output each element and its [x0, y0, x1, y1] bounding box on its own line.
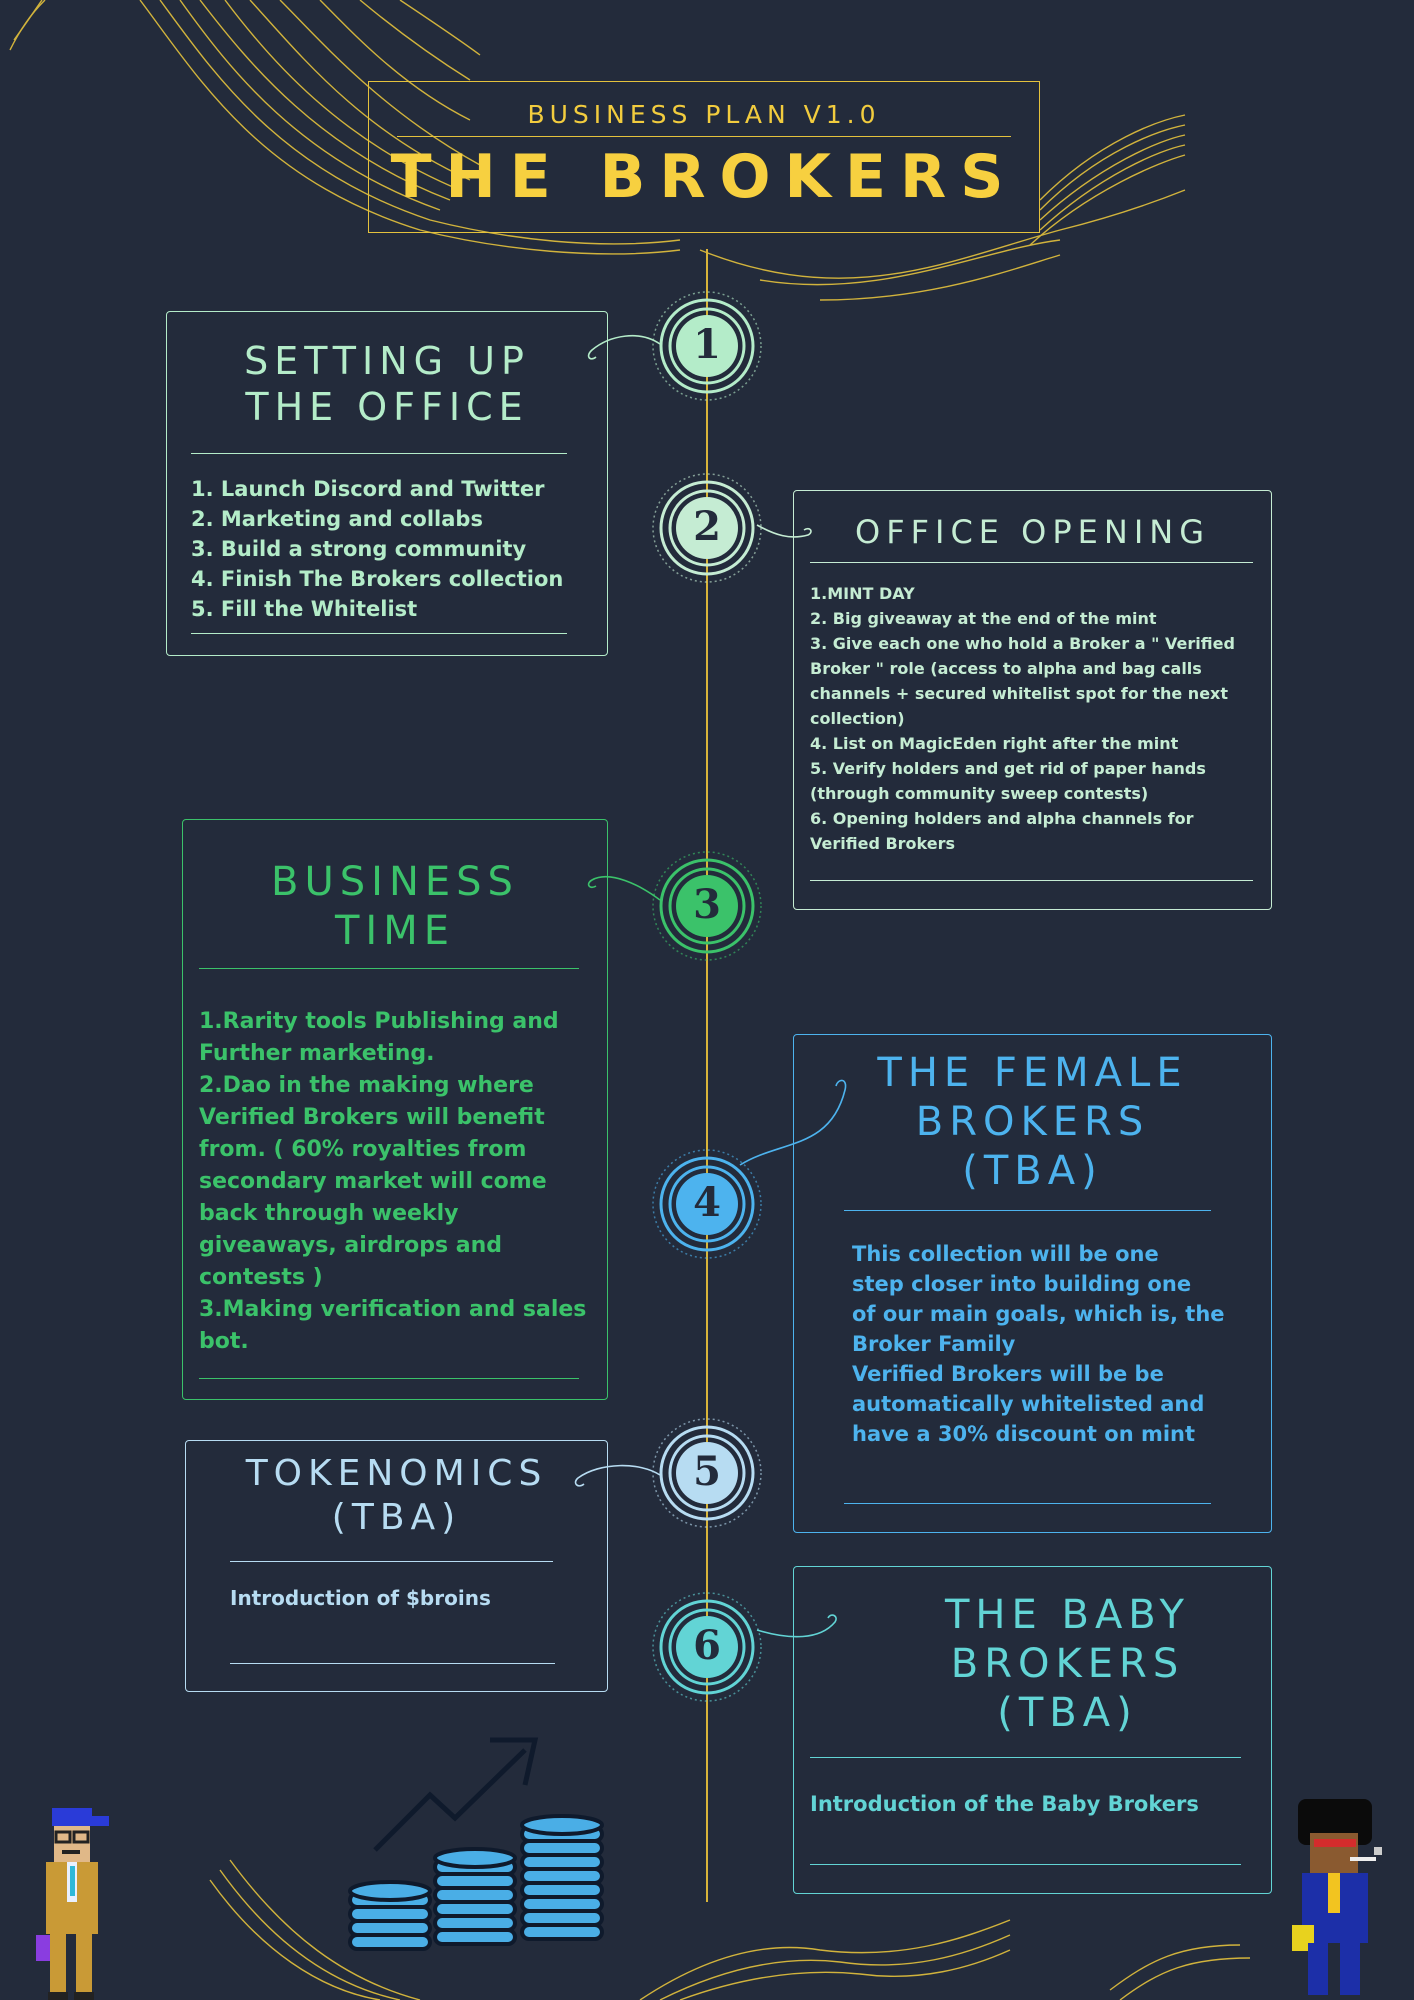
step-card-setting-up-office: SETTING UP THE OFFICE 1. Launch Discord …: [166, 311, 608, 656]
card-title: THE FEMALE BROKERS (TBA): [877, 1050, 1188, 1194]
list-item: 1.MINT DAY: [810, 584, 915, 603]
coin: [348, 1919, 432, 1937]
coin: [520, 1867, 604, 1885]
task-list: 1.Rarity tools Publishing and Further ma…: [199, 1006, 589, 1358]
list-item: 5. Verify holders and get rid of paper h…: [810, 759, 1206, 803]
step-card-baby-brokers: THE BABY BROKERS (TBA) Introduction of t…: [793, 1566, 1272, 1894]
coin: [520, 1923, 604, 1941]
card-divider: [230, 1561, 553, 1562]
step-number-6: 6: [693, 1622, 721, 1669]
step-number-2: 2: [693, 503, 721, 550]
badge-ring-icon: [652, 1149, 762, 1259]
coin: [433, 1900, 517, 1918]
pixel-broker-cap-character: [36, 1808, 109, 2000]
badge-ring-icon: [652, 1418, 762, 1528]
card-divider: [191, 453, 567, 454]
step-badge-2: 2: [652, 473, 762, 583]
card-divider: [199, 968, 579, 969]
coin-top: [348, 1880, 432, 1902]
card-divider: [199, 1378, 579, 1379]
card-divider: [810, 562, 1253, 563]
coin: [433, 1886, 517, 1904]
list-item: 1.Rarity tools Publishing and Further ma…: [199, 1009, 559, 1066]
list-item: 6. Opening holders and alpha channels fo…: [810, 809, 1194, 853]
list-item: 4. List on MagicEden right after the min…: [810, 734, 1179, 753]
list-item: 2.Dao in the making where Verified Broke…: [199, 1073, 547, 1290]
step-number-1: 1: [693, 321, 721, 368]
list-item: 3.Making verification and sales bot.: [199, 1297, 587, 1354]
step-badge-5: 5: [652, 1418, 762, 1528]
pixel-broker-afro-character: [1292, 1799, 1382, 1995]
coin: [520, 1881, 604, 1899]
list-item: 1. Launch Discord and Twitter: [191, 477, 545, 501]
step-number-4: 4: [693, 1179, 721, 1226]
list-item: 2. Big giveaway at the end of the mint: [810, 609, 1157, 628]
card-body: Introduction of $broins: [230, 1586, 491, 1610]
coin: [348, 1933, 432, 1951]
header-divider: [397, 136, 1011, 137]
badge-ring-icon: [652, 291, 762, 401]
coin: [433, 1872, 517, 1890]
coin: [433, 1928, 517, 1946]
task-list: 1. Launch Discord and Twitter 2. Marketin…: [191, 474, 563, 624]
card-title: BUSINESS TIME: [271, 859, 519, 954]
coin-top: [433, 1847, 517, 1869]
coin: [520, 1853, 604, 1871]
badge-ring-icon: [652, 473, 762, 583]
coin: [520, 1909, 604, 1927]
step-number-5: 5: [693, 1448, 721, 1495]
card-body: This collection will be one step closer …: [852, 1242, 1225, 1446]
list-item: 3. Build a strong community: [191, 537, 527, 561]
step-badge-4: 4: [652, 1149, 762, 1259]
list-item: 4. Finish The Brokers collection: [191, 567, 564, 591]
list-item: 5. Fill the Whitelist: [191, 597, 418, 621]
card-divider: [844, 1210, 1211, 1211]
card-title: TOKENOMICS (TBA): [245, 1453, 548, 1538]
card-divider: [191, 633, 567, 634]
badge-ring-icon: [652, 851, 762, 961]
coin: [433, 1914, 517, 1932]
step-number-3: 3: [693, 881, 721, 928]
card-title: THE BABY BROKERS (TBA): [945, 1592, 1190, 1736]
task-list: 1.MINT DAY 2. Big giveaway at the end of …: [810, 581, 1253, 856]
step-card-office-opening: OFFICE OPENING 1.MINT DAY 2. Big giveaway…: [793, 490, 1272, 910]
list-item: 3. Give each one who hold a Broker a " V…: [810, 634, 1235, 728]
card-divider: [810, 1757, 1241, 1758]
step-card-tokenomics: TOKENOMICS (TBA) Introduction of $broins: [185, 1440, 608, 1692]
coin-top: [520, 1814, 604, 1836]
card-divider: [810, 1864, 1241, 1865]
header-frame: BUSINESS PLAN V1.0 THE BROKERS: [368, 81, 1040, 233]
coin: [348, 1905, 432, 1923]
card-body: Introduction of the Baby Brokers: [810, 1792, 1199, 1816]
step-badge-1: 1: [652, 291, 762, 401]
badge-ring-icon: [652, 1592, 762, 1702]
step-badge-6: 6: [652, 1592, 762, 1702]
stacked-coins-growth-icon: [348, 1737, 604, 1951]
card-divider: [230, 1663, 555, 1664]
step-card-business-time: BUSINESS TIME 1.Rarity tools Publishing …: [182, 819, 608, 1400]
plan-subtitle: BUSINESS PLAN V1.0: [527, 100, 881, 129]
coin: [520, 1895, 604, 1913]
card-divider: [844, 1503, 1211, 1504]
card-title: SETTING UP THE OFFICE: [244, 339, 530, 430]
step-badge-3: 3: [652, 851, 762, 961]
card-title: OFFICE OPENING: [855, 513, 1210, 551]
page-title: THE BROKERS: [390, 142, 1018, 212]
coin: [520, 1839, 604, 1857]
card-divider: [810, 880, 1253, 881]
step-card-female-brokers: THE FEMALE BROKERS (TBA) This collection…: [793, 1034, 1272, 1533]
list-item: 2. Marketing and collabs: [191, 507, 483, 531]
